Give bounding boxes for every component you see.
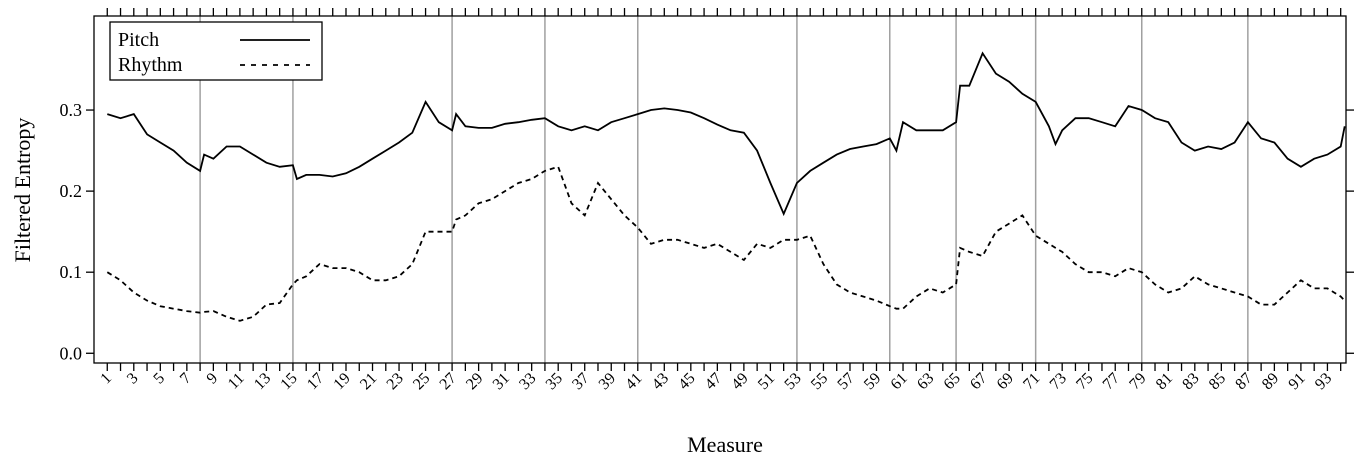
- x-tick-label: 61: [888, 370, 911, 393]
- x-tick-label: 89: [1259, 370, 1282, 393]
- x-tick-label: 33: [516, 370, 539, 393]
- x-tick-label: 11: [225, 370, 248, 393]
- x-tick-label: 49: [728, 370, 751, 393]
- x-tick-label: 57: [834, 370, 857, 393]
- x-tick-label: 19: [330, 370, 353, 393]
- x-tick-label: 13: [251, 370, 274, 393]
- x-tick-label: 37: [569, 370, 592, 393]
- x-tick-label: 7: [177, 370, 195, 388]
- x-tick-label: 3: [124, 370, 142, 388]
- x-tick-label: 63: [914, 370, 937, 393]
- x-tick-label: 71: [1020, 370, 1043, 393]
- x-tick-label: 65: [941, 370, 964, 393]
- x-tick-label: 53: [781, 370, 804, 393]
- x-tick-label: 77: [1100, 370, 1123, 393]
- x-tick-label: 81: [1153, 370, 1176, 393]
- x-tick-label: 41: [622, 370, 645, 393]
- x-tick-label: 51: [755, 370, 778, 393]
- x-tick-label: 35: [543, 370, 566, 393]
- x-tick-label: 83: [1179, 370, 1202, 393]
- x-tick-label: 45: [675, 370, 698, 393]
- legend-label: Pitch: [118, 29, 159, 51]
- x-tick-label: 31: [490, 370, 513, 393]
- x-tick-label: 1: [97, 370, 115, 388]
- series-line: [107, 51, 1346, 217]
- y-tick-label: 0.1: [60, 262, 83, 282]
- x-tick-label: 39: [596, 370, 619, 393]
- x-tick-label: 91: [1285, 370, 1308, 393]
- y-axis-label: Filtered Entropy: [10, 118, 35, 263]
- x-tick-label: 79: [1126, 370, 1149, 393]
- series-line: [106, 165, 1346, 322]
- x-tick-label: 29: [463, 370, 486, 393]
- legend-box: [109, 21, 323, 81]
- legend-label: Rhythm: [118, 54, 183, 76]
- x-tick-label: 75: [1073, 370, 1096, 393]
- x-tick-label: 69: [994, 370, 1017, 393]
- x-tick-label: 17: [304, 370, 327, 393]
- y-tick-label: 0.3: [60, 100, 83, 120]
- x-tick-label: 23: [384, 370, 407, 393]
- x-tick-label: 15: [277, 370, 300, 393]
- x-tick-label: 21: [357, 370, 380, 393]
- x-tick-label: 43: [649, 370, 672, 393]
- x-tick-label: 87: [1232, 370, 1255, 393]
- x-tick-label: 5: [150, 370, 168, 388]
- y-tick-label: 0.0: [60, 343, 83, 363]
- x-tick-label: 59: [861, 370, 884, 393]
- x-tick-label: 47: [702, 370, 725, 393]
- x-tick-label: 85: [1206, 370, 1229, 393]
- x-tick-label: 93: [1312, 370, 1335, 393]
- x-tick-label: 27: [437, 370, 460, 393]
- x-tick-label: 73: [1047, 370, 1070, 393]
- x-tick-label: 67: [967, 370, 990, 393]
- plot-frame: [93, 15, 1347, 364]
- y-tick-label: 0.2: [60, 181, 83, 201]
- x-axis-label: Measure: [687, 432, 763, 457]
- x-tick-label: 9: [204, 370, 222, 388]
- x-tick-label: 25: [410, 370, 433, 393]
- x-tick-label: 55: [808, 370, 831, 393]
